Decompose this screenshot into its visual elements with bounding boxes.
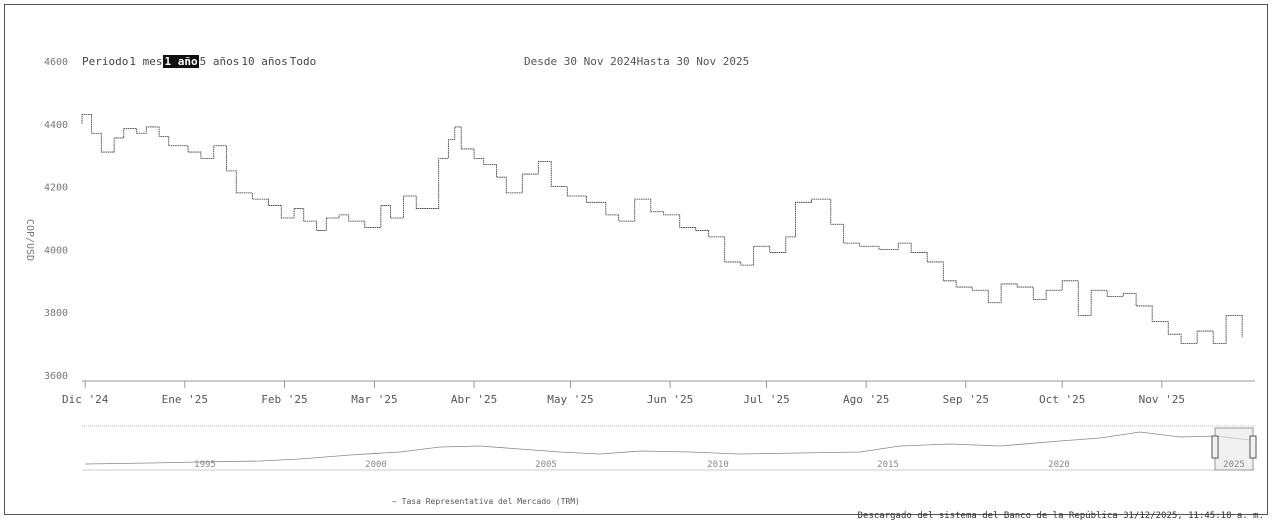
- range-to-input[interactable]: 30 Nov 2025: [676, 55, 750, 68]
- x-tick-label: Dic '24: [62, 393, 109, 406]
- navigator-tick-label: 2000: [365, 460, 387, 470]
- x-axis: Dic '24 Ene '25 Feb '25 Mar '25 Abr '25 May '…: [62, 381, 1185, 406]
- x-tick-label: Mar '25: [351, 393, 397, 406]
- legend-line-icon: —: [392, 497, 397, 506]
- y-tick-label: 4600: [44, 57, 68, 68]
- x-tick-label: Abr '25: [451, 393, 497, 406]
- y-tick-label: 4000: [44, 245, 68, 256]
- navigator-tick-label: 2005: [535, 460, 557, 470]
- period-button-1-month[interactable]: 1 mes: [129, 55, 163, 68]
- navigator-tick-label: 2020: [1048, 460, 1070, 470]
- y-axis-label: COP/USD: [24, 219, 35, 261]
- x-tick-label: Oct '25: [1039, 393, 1085, 406]
- legend-item-trm: Tasa Representativa del Mercado (TRM): [401, 497, 580, 506]
- range-to-label: Hasta: [636, 55, 670, 68]
- series-line-trm: [81, 113, 1243, 344]
- navigator[interactable]: 1995 2000 2005 2010 2015 2020 2025: [82, 425, 1257, 471]
- y-tick-label: 4400: [44, 120, 68, 131]
- y-axis: 3600 3800 4000 4200 4400 4600: [44, 57, 68, 382]
- x-tick-label: Feb '25: [261, 393, 307, 406]
- navigator-tick-label: 1995: [194, 460, 216, 470]
- x-tick-label: May '25: [547, 393, 593, 406]
- navigator-series-line: [84, 431, 1251, 465]
- range-from-label: Desde: [524, 55, 558, 68]
- credits: Descargado del sistema del Banco de la R…: [857, 511, 1264, 521]
- navigator-left-handle: [1211, 435, 1219, 459]
- x-tick-label: Nov '25: [1139, 393, 1185, 406]
- navigator-tick-label: 2010: [707, 460, 729, 470]
- period-selector: Periodo 1 mes 1 año 5 años 10 años Todo: [82, 55, 317, 68]
- x-tick-label: Sep '25: [943, 393, 989, 406]
- navigator-tick-label: 2025: [1223, 460, 1245, 470]
- period-button-1-year[interactable]: 1 año: [163, 55, 199, 68]
- period-button-5-years[interactable]: 5 años: [199, 55, 240, 68]
- x-tick-label: Ago '25: [843, 393, 889, 406]
- x-tick-label: Jul '25: [743, 393, 789, 406]
- navigator-tick-label: 2015: [877, 460, 899, 470]
- legend[interactable]: — Tasa Representativa del Mercado (TRM): [392, 497, 580, 506]
- date-range: Desde 30 Nov 2024Hasta 30 Nov 2025: [524, 55, 749, 68]
- chart-frame: [4, 4, 1268, 515]
- x-tick-label: Ene '25: [162, 393, 208, 406]
- navigator-right-handle: [1249, 435, 1257, 459]
- y-tick-label: 4200: [44, 183, 68, 194]
- series-group: [81, 113, 1243, 344]
- navigator-selected-range: [1214, 427, 1254, 471]
- x-tick-label: Jun '25: [647, 393, 693, 406]
- y-tick-label: 3600: [44, 371, 68, 382]
- y-tick-label: 3800: [44, 308, 68, 319]
- period-button-10-years[interactable]: 10 años: [241, 55, 288, 68]
- period-label: Periodo: [82, 55, 129, 68]
- period-button-all[interactable]: Todo: [289, 55, 317, 68]
- range-from-input[interactable]: 30 Nov 2024: [563, 55, 637, 68]
